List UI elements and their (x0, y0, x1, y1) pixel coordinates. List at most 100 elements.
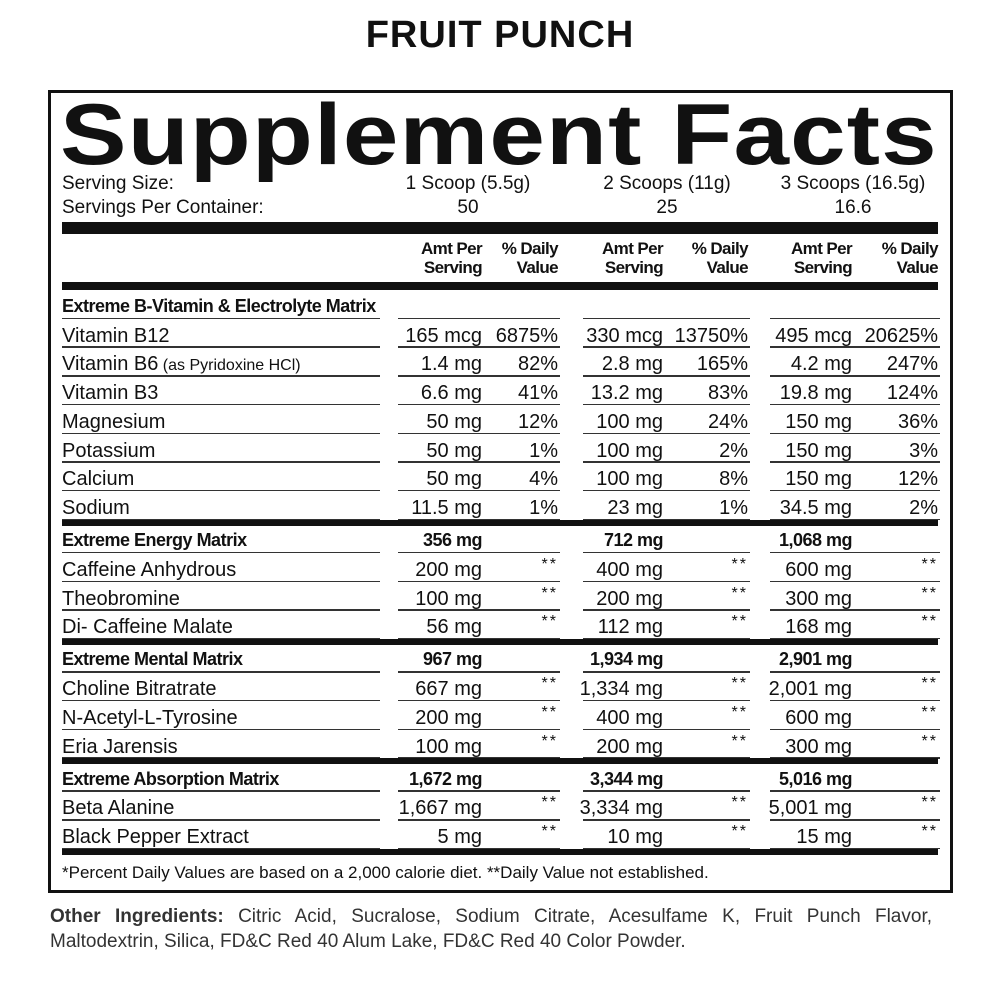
cell: 20625% (864, 324, 938, 347)
row-line (770, 819, 940, 821)
cell: 10 mg (607, 826, 663, 849)
row-line (770, 609, 940, 611)
row-name: Di- Caffeine Malate (62, 616, 233, 639)
cell: 400 mg (596, 706, 663, 729)
row-line (770, 728, 940, 730)
row-line (583, 819, 750, 821)
cell: 1.4 mg (420, 353, 482, 376)
cell: 2.8 mg (601, 353, 663, 376)
cell: ** (541, 703, 558, 721)
cell: 2,001 mg (768, 678, 852, 701)
cell: 495 mcg (775, 324, 852, 347)
cell: 2% (909, 496, 938, 519)
row-line (398, 432, 560, 434)
row-line (770, 403, 940, 406)
row-line (770, 518, 940, 521)
other-ingredients-label: Other Ingredients: (50, 906, 224, 927)
cell: 300 mg (785, 587, 852, 610)
other-ingredients-text: Citric Acid, Sucralose, Sodium Citrate, … (50, 906, 933, 952)
row-line (398, 728, 560, 730)
row-name: Potassium (62, 439, 156, 462)
serving-value: 16.6 (834, 197, 872, 218)
facts-box (48, 90, 953, 893)
row-line (770, 346, 940, 348)
cell: ** (921, 703, 938, 721)
row-line (62, 790, 380, 792)
cell: 36% (897, 410, 938, 433)
cell: 200 mg (596, 735, 663, 758)
cell: 100 mg (596, 468, 663, 491)
row-line (583, 518, 750, 521)
section-total: 967 mg (422, 649, 483, 670)
cell: ** (921, 823, 938, 841)
row-line (583, 757, 750, 759)
row-line (62, 489, 380, 492)
row-line (62, 403, 380, 406)
row-line (583, 637, 750, 640)
row-line (770, 317, 940, 320)
rule (62, 222, 938, 234)
cell: 13.2 mg (590, 382, 663, 405)
row-line (770, 699, 940, 702)
row-line (583, 847, 750, 850)
section-total: 1,934 mg (589, 649, 664, 670)
column-header: Serving (423, 258, 483, 277)
cell: 300 mg (785, 735, 852, 758)
row-line (770, 637, 940, 640)
cell: ** (731, 675, 748, 693)
row-line (398, 403, 560, 406)
row-name: Vitamin B3 (62, 382, 159, 405)
cell: 247% (886, 353, 938, 376)
cell: ** (731, 823, 748, 841)
cell: 600 mg (785, 558, 852, 581)
flavor: FRUIT PUNCH (365, 14, 635, 56)
row-name: Theobromine (62, 587, 180, 610)
cell: ** (731, 584, 748, 602)
cell: ** (541, 555, 558, 573)
row-line (583, 489, 750, 492)
cell: 150 mg (785, 468, 852, 491)
cell: 6875% (495, 324, 558, 347)
cell: ** (921, 675, 938, 693)
cell: 200 mg (596, 587, 663, 610)
cell: 667 mg (415, 678, 482, 701)
row-name: Calcium (62, 468, 135, 491)
cell: 600 mg (785, 706, 852, 729)
cell: 8% (719, 468, 748, 491)
cell: 112 mg (597, 616, 663, 639)
row-name: Eria Jarensis (62, 735, 178, 758)
cell: 100 mg (415, 735, 482, 758)
cell: 56 mg (426, 616, 482, 639)
rule (62, 282, 938, 290)
cell: 4.2 mg (790, 353, 852, 376)
cell: 1% (529, 496, 558, 519)
cell: 19.8 mg (779, 382, 852, 405)
row-line (770, 375, 940, 377)
cell: 400 mg (596, 558, 663, 581)
row-line (583, 580, 750, 582)
row-line (398, 699, 560, 702)
cell: 50 mg (426, 439, 482, 462)
section-total: 712 mg (603, 530, 664, 551)
cell: 6.6 mg (420, 382, 482, 405)
row-line (583, 403, 750, 406)
cell: 150 mg (785, 410, 852, 433)
row-line (583, 609, 750, 611)
cell: 3,334 mg (579, 797, 663, 820)
section-name: Extreme Absorption Matrix (62, 768, 279, 789)
other-ingredients: Other Ingredients: Citric Acid, Sucralos… (50, 904, 932, 954)
cell: ** (921, 794, 938, 812)
row-line (770, 580, 940, 582)
row-line (398, 518, 560, 521)
row-line (398, 790, 560, 792)
serving-label: Serving Size: (62, 173, 174, 194)
row-line (583, 375, 750, 377)
column-header: % Daily (881, 239, 939, 258)
cell: 24% (707, 410, 748, 433)
section-total: 5,016 mg (778, 768, 853, 789)
cell: 1% (719, 496, 748, 519)
cell: ** (921, 555, 938, 573)
cell: 1% (529, 439, 558, 462)
cell: 100 mg (415, 587, 482, 610)
